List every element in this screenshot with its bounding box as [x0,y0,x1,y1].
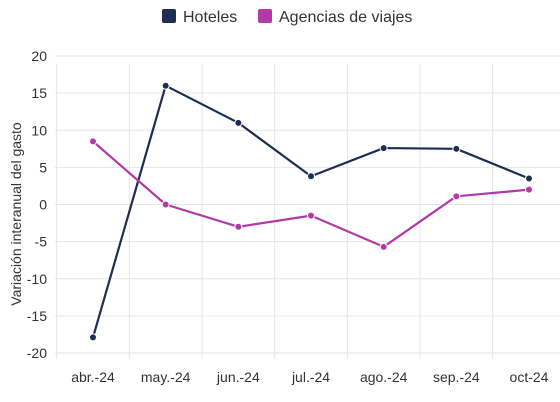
data-point [307,211,316,220]
x-tick-label: sep.-24 [433,369,480,385]
y-axis: 20 15 10 5 0 -5 -10 -15 -20 [27,48,47,361]
y-tick-label: -15 [27,308,47,324]
legend: Hoteles Agencias de viajes [162,9,412,26]
legend-swatch [162,9,176,23]
grid [55,55,560,359]
y-tick-label: 15 [31,85,47,101]
series-layer [89,81,534,342]
x-tick-label: jun.-24 [216,369,260,385]
legend-label: Hoteles [183,9,237,26]
y-tick-label: -10 [27,271,47,287]
data-point [89,333,97,342]
series-line-2 [92,140,530,248]
x-tick-label: ago.-24 [360,369,408,385]
y-tick-label: 0 [39,197,47,213]
data-point [307,172,316,181]
legend-label: Agencias de viajes [279,9,412,26]
data-point [161,81,170,90]
data-point [379,242,388,251]
x-tick-label: abr.-24 [71,369,115,385]
y-tick-label: -20 [27,345,47,361]
data-point [161,200,170,209]
data-point [525,174,534,183]
data-point [379,144,388,153]
x-tick-label: may.-24 [141,369,191,385]
y-tick-label: 10 [31,122,47,138]
y-tick-label: 5 [39,159,47,175]
x-axis: abr.-24 may.-24 jun.-24 jul.-24 ago.-24 sep.-… [71,369,548,385]
data-point [452,192,461,201]
data-point [89,137,97,146]
series-line-1 [91,84,530,338]
y-tick-label: 20 [31,48,47,64]
data-point [525,185,534,194]
y-axis-title: Variación interanual del gasto [8,122,24,306]
x-tick-label: jul.-24 [291,369,330,385]
y-tick-label: -5 [35,234,48,250]
legend-swatch [258,9,272,23]
x-tick-label: oct-24 [510,369,549,385]
data-point [452,144,461,153]
data-point [234,118,243,127]
data-point [234,222,243,231]
